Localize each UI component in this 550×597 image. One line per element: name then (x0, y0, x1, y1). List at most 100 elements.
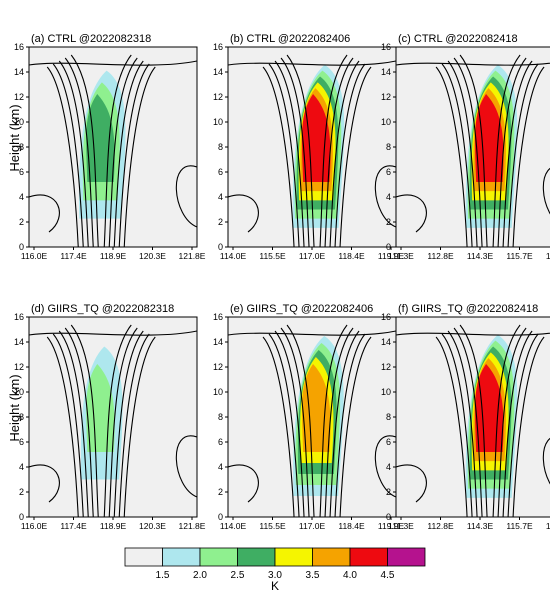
x-tick-label: 120.3E (139, 251, 166, 261)
colorbar-tick-label: 4.0 (343, 570, 357, 581)
y-tick-label: 16 (14, 42, 24, 52)
panel-6: (f) GIIRS_TQ @2022082418 0 2 4 6 8 10 12 14 16 111… (381, 303, 550, 531)
panel-5: (e) GIIRS_TQ @2022082406 0 2 4 6 8 10 12 14 16 114… (213, 303, 404, 531)
x-tick-label: 117.0E (299, 251, 326, 261)
y-tick-label: 14 (213, 337, 223, 347)
y-tick-label: 10 (14, 387, 24, 397)
y-tick-label: 0 (386, 512, 391, 522)
x-tick-label: 115.7E (506, 521, 533, 531)
x-tick-label: 115.7E (506, 251, 533, 261)
x-tick-label: 119.9E (378, 251, 405, 261)
x-tick-label: 119.9E (378, 521, 405, 531)
colorbar-swatch (162, 547, 201, 567)
x-tick-label: 114.3E (467, 251, 494, 261)
colorbar-tick-label: 2.5 (231, 570, 245, 581)
colorbar-swatch (312, 547, 351, 567)
panel-title: (b) CTRL @2022082406 (230, 33, 350, 45)
x-tick-label: 115.5E (259, 251, 286, 261)
y-tick-label: 10 (381, 117, 391, 127)
x-tick-label: 118.9E (100, 251, 127, 261)
y-tick-label: 16 (381, 312, 391, 322)
x-tick-label: 111.3E (388, 251, 414, 261)
y-tick-label: 4 (19, 192, 24, 202)
y-tick-label: 16 (14, 312, 24, 322)
x-tick-label: 114.0E (220, 521, 247, 531)
y-tick-label: 14 (213, 67, 223, 77)
y-tick-label: 0 (218, 242, 223, 252)
x-tick-label: 111.3E (388, 521, 414, 531)
colorbar-swatch (274, 547, 313, 567)
x-tick-label: 114.0E (220, 251, 247, 261)
colorbar-tick-label: 2.0 (193, 570, 207, 581)
ylabel-top: Height (km) (7, 104, 22, 171)
panel-1: (a) CTRL @2022082318 0 2 4 6 8 10 12 14 16 116.0E 1… (14, 33, 206, 261)
y-tick-label: 12 (14, 92, 24, 102)
y-tick-label: 10 (213, 387, 223, 397)
colorbar-swatch (124, 547, 163, 567)
contour-lines (29, 54, 197, 247)
x-tick-label: 117.2E (546, 521, 550, 531)
colorbar-tick-label: 1.5 (156, 570, 170, 581)
ylabel-bottom: Height (km) (7, 374, 22, 441)
contour-lines (396, 54, 550, 247)
y-tick-label: 4 (218, 462, 223, 472)
y-tick-label: 4 (19, 462, 24, 472)
colorbar-swatch (199, 547, 238, 567)
panel-title: (d) GIIRS_TQ @2022082318 (31, 303, 174, 315)
y-tick-label: 8 (19, 412, 24, 422)
panel-title: (f) GIIRS_TQ @2022082418 (398, 303, 538, 315)
x-tick-label: 118.4E (338, 521, 365, 531)
y-tick-label: 14 (381, 67, 391, 77)
y-tick-label: 2 (218, 487, 223, 497)
y-tick-label: 2 (19, 217, 24, 227)
y-tick-label: 4 (386, 462, 391, 472)
y-tick-label: 16 (381, 42, 391, 52)
y-tick-label: 14 (14, 67, 24, 77)
y-tick-label: 0 (218, 512, 223, 522)
y-tick-label: 10 (14, 117, 24, 127)
colorbar-tick-label: 4.5 (381, 570, 395, 581)
x-tick-label: 116.0E (21, 251, 48, 261)
y-tick-label: 14 (14, 337, 24, 347)
y-tick-label: 12 (213, 362, 223, 372)
x-tick-label: 121.8E (179, 521, 206, 531)
y-tick-label: 6 (19, 167, 24, 177)
y-tick-label: 6 (218, 167, 223, 177)
x-tick-label: 115.5E (259, 521, 286, 531)
y-tick-label: 6 (218, 437, 223, 447)
y-tick-label: 8 (19, 142, 24, 152)
colorbar-tick-label: 3.0 (268, 570, 282, 581)
panel-title: (c) CTRL @2022082418 (398, 33, 518, 45)
y-tick-label: 0 (19, 242, 24, 252)
x-tick-label: 118.9E (100, 521, 127, 531)
y-tick-label: 12 (381, 362, 391, 372)
y-tick-label: 16 (213, 42, 223, 52)
panel-title: (a) CTRL @2022082318 (31, 33, 151, 45)
y-tick-label: 6 (386, 437, 391, 447)
panel-2: (b) CTRL @2022082406 0 2 4 6 8 10 12 14 16 114.0E 1… (213, 33, 404, 261)
y-tick-label: 4 (218, 192, 223, 202)
y-tick-label: 8 (386, 142, 391, 152)
x-tick-label: 120.3E (139, 521, 166, 531)
x-tick-label: 116.0E (21, 521, 48, 531)
panel-title: (e) GIIRS_TQ @2022082406 (230, 303, 373, 315)
x-tick-label: 118.4E (338, 251, 365, 261)
y-tick-label: 6 (19, 437, 24, 447)
colorbar-swatch (349, 547, 388, 567)
x-tick-label: 117.4E (60, 251, 87, 261)
y-tick-label: 12 (213, 92, 223, 102)
colorbar-swatch (237, 547, 276, 567)
x-tick-label: 112.8E (427, 521, 454, 531)
y-tick-label: 10 (381, 387, 391, 397)
y-tick-label: 2 (386, 217, 391, 227)
y-tick-label: 2 (19, 487, 24, 497)
y-tick-label: 0 (19, 512, 24, 522)
y-tick-label: 8 (218, 142, 223, 152)
y-tick-label: 2 (218, 217, 223, 227)
x-tick-label: 114.3E (467, 521, 494, 531)
x-tick-label: 121.8E (179, 251, 206, 261)
y-tick-label: 8 (386, 412, 391, 422)
colorbar-tick-label: 3.5 (306, 570, 320, 581)
y-tick-label: 2 (386, 487, 391, 497)
